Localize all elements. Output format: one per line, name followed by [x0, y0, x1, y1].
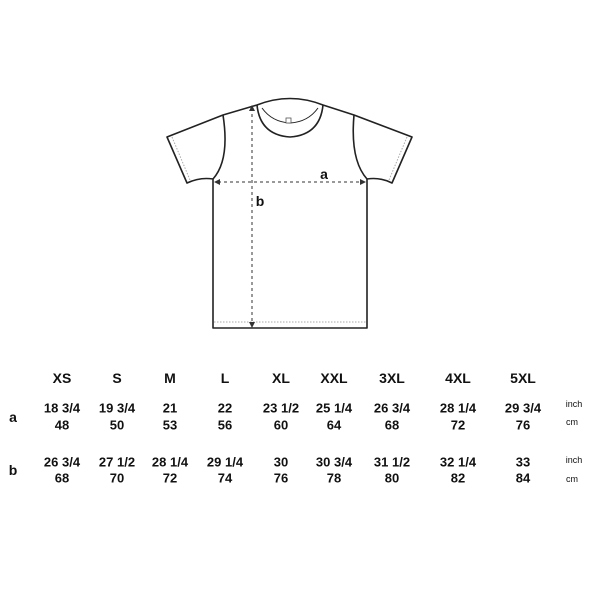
cm-value: 70	[109, 470, 125, 486]
measure-a-label: a	[320, 166, 328, 182]
size-header: XXL	[320, 370, 348, 386]
cm-value: 76	[273, 470, 289, 486]
cm-value: 56	[217, 417, 233, 433]
left-sleeve-stitch	[171, 136, 191, 181]
size-header: XL	[272, 370, 290, 386]
cm-value: 78	[326, 470, 342, 486]
size-header: M	[164, 370, 176, 386]
inch-value: 29 1/4	[206, 454, 244, 470]
cm-value: 74	[217, 470, 233, 486]
unit-cm: cm	[566, 417, 578, 427]
arrow-right	[360, 179, 366, 185]
inch-value: 30	[273, 454, 289, 470]
inch-value: 32 1/4	[439, 454, 477, 470]
size-header: L	[220, 370, 230, 386]
row-label: b	[8, 462, 18, 478]
cm-value: 76	[515, 417, 531, 433]
inch-value: 28 1/4	[151, 454, 189, 470]
inch-value: 25 1/4	[315, 400, 353, 416]
inch-value: 26 3/4	[373, 400, 411, 416]
arrow-top	[249, 105, 255, 111]
inch-value: 29 3/4	[504, 400, 542, 416]
unit-inch: inch	[565, 399, 583, 409]
arrow-bottom	[249, 322, 255, 328]
cm-value: 72	[450, 417, 466, 433]
cm-value: 50	[109, 417, 125, 433]
cm-value: 64	[326, 417, 342, 433]
size-header: S	[112, 370, 122, 386]
size-header: XS	[52, 370, 72, 386]
inch-value: 18 3/4	[43, 400, 81, 416]
collar	[256, 104, 324, 138]
measure-b-label: b	[255, 193, 265, 209]
tshirt-outline	[166, 97, 413, 329]
inch-value: 19 3/4	[98, 400, 136, 416]
cm-value: 72	[162, 470, 178, 486]
cm-value: 82	[450, 470, 466, 486]
inch-value: 33	[515, 454, 531, 470]
size-header: 4XL	[445, 370, 471, 386]
row-label: a	[9, 408, 17, 425]
left-armhole	[212, 114, 226, 180]
size-header: 3XL	[379, 370, 405, 386]
cm-value: 60	[273, 417, 289, 433]
inch-value: 26 3/4	[43, 454, 81, 470]
cm-value: 68	[384, 417, 400, 433]
inch-value: 31 1/2	[373, 454, 411, 470]
right-armhole	[352, 114, 368, 180]
unit-inch: inch	[565, 455, 583, 465]
cm-value: 80	[384, 470, 400, 486]
unit-cm: cm	[566, 474, 578, 484]
inch-value: 27 1/2	[98, 454, 136, 470]
size-header: 5XL	[510, 370, 536, 386]
cm-value: 53	[162, 417, 178, 433]
inch-value: 22	[217, 400, 233, 416]
inch-value: 30 3/4	[315, 454, 353, 470]
right-sleeve-stitch	[388, 136, 408, 181]
cm-value: 68	[54, 470, 70, 486]
inch-value: 23 1/2	[262, 400, 300, 416]
cm-value: 48	[54, 417, 70, 433]
inch-value: 21	[162, 400, 178, 416]
cm-value: 84	[515, 470, 531, 486]
label-tag	[285, 117, 292, 124]
arrow-left	[214, 179, 220, 185]
inch-value: 28 1/4	[439, 400, 477, 416]
